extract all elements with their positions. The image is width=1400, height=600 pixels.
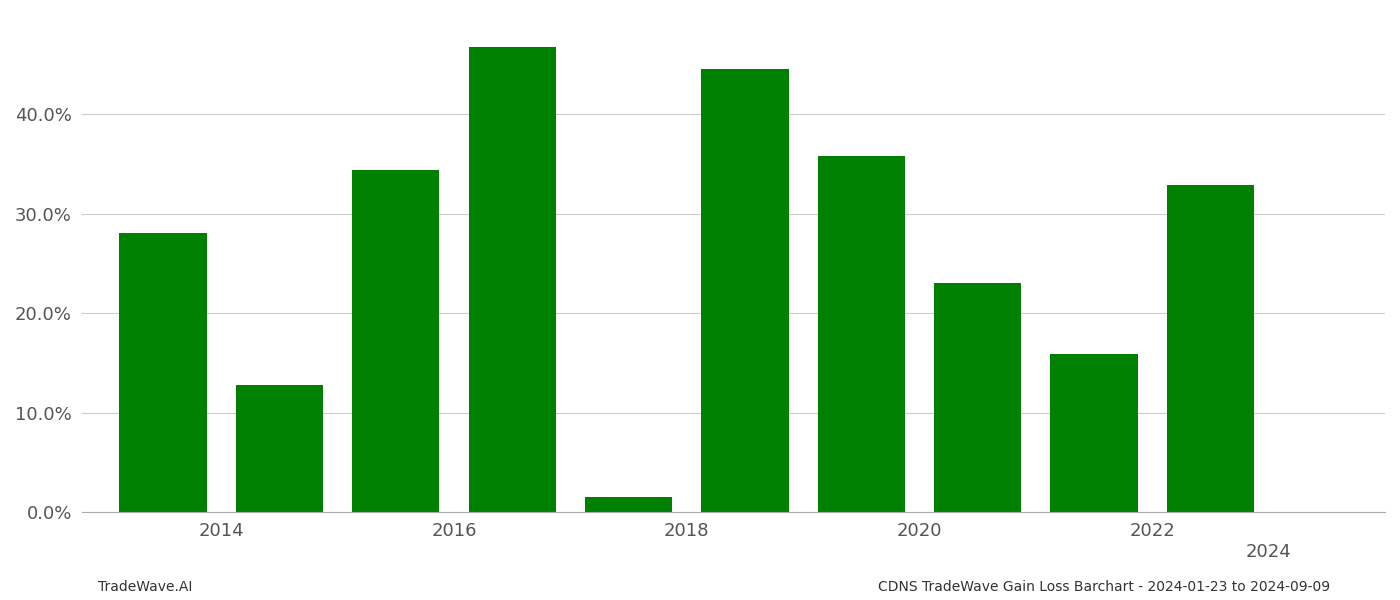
Bar xyxy=(934,283,1022,512)
Bar xyxy=(469,47,556,512)
Bar xyxy=(1166,185,1254,512)
Bar xyxy=(119,233,207,512)
Text: 2024: 2024 xyxy=(1246,543,1291,561)
Text: CDNS TradeWave Gain Loss Barchart - 2024-01-23 to 2024-09-09: CDNS TradeWave Gain Loss Barchart - 2024… xyxy=(878,580,1330,594)
Bar xyxy=(818,156,904,512)
Text: TradeWave.AI: TradeWave.AI xyxy=(98,580,192,594)
Bar xyxy=(585,497,672,512)
Bar xyxy=(235,385,323,512)
Bar xyxy=(353,170,440,512)
Bar xyxy=(1050,354,1138,512)
Bar xyxy=(701,69,788,512)
